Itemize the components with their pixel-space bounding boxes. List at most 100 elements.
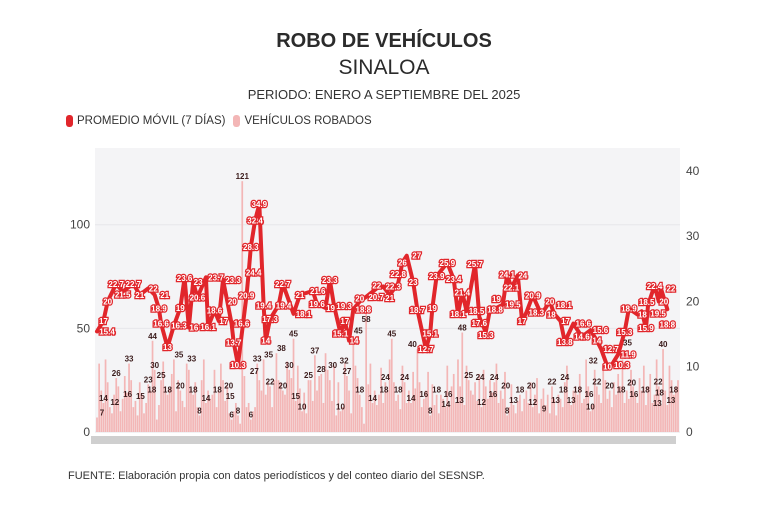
bar [397,394,400,432]
bar-data-label: 45 [387,330,396,339]
bar [461,332,464,432]
bar [501,398,504,432]
bar [422,398,425,432]
bar [220,363,222,432]
bar-data-label: 58 [362,315,371,324]
bar [341,407,344,432]
moving-average-data-label: 22 [149,284,158,293]
bar-data-label: 18 [163,386,172,395]
bar [574,386,577,432]
moving-average-data-label: 13 [163,343,172,352]
bar [153,369,156,432]
bar [416,349,419,432]
moving-average-data-label: 32.4 [247,216,263,225]
moving-average-data-label: 16.6 [576,320,592,329]
bar [493,382,496,432]
moving-average-data-label: 24 [518,271,527,280]
bar [523,398,526,432]
bar [217,390,220,432]
left-axis-tick-label: 100 [70,218,90,232]
bar-data-label: 37 [310,346,319,355]
bar [213,369,216,432]
bar [320,373,323,432]
bar-data-label: 18 [515,386,524,395]
bar [399,409,402,432]
bar-data-label: 13 [666,396,675,405]
right-axis-tick-label: 10 [686,360,700,374]
bar [630,369,632,432]
bar-data-label: 26 [112,369,121,378]
bar [96,417,98,432]
bar [245,407,248,432]
bar [602,365,605,432]
bar [356,378,359,432]
bar [587,386,590,432]
moving-average-data-label: 19.6 [309,300,325,309]
bar-data-label: 18 [559,386,568,395]
bar [322,402,325,432]
bar [256,363,259,432]
bar [211,394,214,432]
bar [570,405,573,432]
bar [326,369,329,432]
bar [369,363,372,432]
bar-data-label: 13 [509,396,518,405]
bar [140,394,143,432]
bar [425,390,427,432]
moving-average-data-label: 17 [518,317,527,326]
bar [247,402,250,432]
bar [657,386,660,432]
bar [636,402,639,432]
bar [531,407,534,432]
bar [367,384,370,432]
bar [314,355,316,432]
bar [111,413,113,432]
bar-data-label: 10 [586,402,595,411]
bar [604,380,607,432]
moving-average-data-label: 17.6 [472,319,488,328]
bar-data-label: 32 [589,357,598,366]
bar [102,402,105,432]
bar [495,363,498,432]
bar [277,380,280,432]
bar [504,371,506,432]
moving-average-data-label: 19.4 [276,301,292,310]
bar [222,380,224,432]
bar [126,392,128,432]
bar [670,380,673,432]
bar [258,380,261,432]
moving-average-data-label: 18.5 [639,298,655,307]
bar-data-label: 8 [197,406,202,415]
bar [145,402,147,432]
bar-data-label: 18 [669,386,678,395]
bar [405,402,408,432]
bar-data-label: 16 [419,390,428,399]
bar [305,413,308,432]
bar [380,367,382,432]
bar-data-label: 10 [336,402,345,411]
bar [634,394,637,432]
bar [224,400,227,432]
bar-data-label: 8 [428,406,433,415]
bar [516,400,519,432]
bar [130,380,133,432]
moving-average-data-label: 15.9 [638,324,654,333]
bar [316,390,318,432]
bar [331,400,333,432]
bar-data-label: 45 [289,330,298,339]
bar [328,380,331,432]
bar [664,390,667,432]
moving-average-data-label: 22.7 [126,280,142,289]
bar [476,400,479,432]
moving-average-data-label: 22.4 [647,282,663,291]
bar-data-label: 15 [291,392,300,401]
bar [435,394,438,432]
bar [544,405,547,432]
bar [472,394,474,432]
bar [149,390,152,432]
bar [243,376,246,432]
bar [478,373,481,432]
bar [318,376,321,432]
bar [166,394,169,432]
moving-average-data-label: 24.4 [246,269,262,278]
